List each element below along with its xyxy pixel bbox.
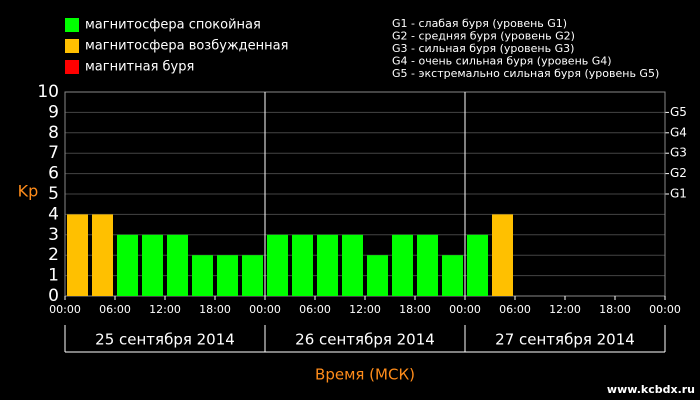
bar	[492, 214, 513, 296]
storm-level-note: G1 - слабая буря (уровень G1)	[392, 17, 567, 30]
storm-level-note: G5 - экстремально сильная буря (уровень …	[392, 67, 659, 80]
bar	[92, 214, 113, 296]
bar	[192, 255, 213, 296]
bar	[317, 234, 338, 296]
legend-label: магнитосфера возбужденная	[85, 39, 288, 54]
day-label: 25 сентября 2014	[95, 331, 235, 349]
x-axis-label: Время (МСК)	[315, 366, 415, 384]
bar	[242, 255, 263, 296]
bar	[292, 234, 313, 296]
y-tick-label: 6	[48, 164, 59, 184]
y-tick-label: 10	[37, 82, 59, 102]
bar	[467, 234, 488, 296]
x-tick-label: 12:00	[549, 303, 581, 316]
bar	[342, 234, 363, 296]
y-axis-label: Kp	[18, 182, 39, 201]
day-label: 26 сентября 2014	[295, 331, 435, 349]
bar	[367, 255, 388, 296]
x-tick-label: 18:00	[599, 303, 631, 316]
bar	[67, 214, 88, 296]
x-tick-label: 12:00	[149, 303, 181, 316]
y2-tick-label: G1	[670, 187, 687, 201]
y-tick-label: 4	[48, 204, 59, 224]
y-tick-label: 9	[48, 102, 59, 122]
legend-label: магнитная буря	[85, 60, 194, 75]
x-tick-label: 12:00	[349, 303, 381, 316]
x-tick-label: 00:00	[49, 303, 81, 316]
bar	[142, 234, 163, 296]
y2-tick-label: G3	[670, 146, 687, 160]
x-tick-label: 00:00	[249, 303, 281, 316]
x-tick-label: 18:00	[399, 303, 431, 316]
watermark: www.kcbdx.ru	[607, 383, 695, 396]
x-tick-label: 18:00	[199, 303, 231, 316]
x-tick-label: 06:00	[99, 303, 131, 316]
y2-tick-label: G4	[670, 125, 687, 139]
day-label: 27 сентября 2014	[495, 331, 635, 349]
y-tick-label: 2	[48, 245, 59, 265]
y-tick-label: 1	[48, 266, 59, 286]
x-tick-label: 00:00	[449, 303, 481, 316]
bar	[267, 234, 288, 296]
bar	[117, 234, 138, 296]
storm-level-note: G2 - средняя буря (уровень G2)	[392, 30, 575, 43]
x-tick-label: 06:00	[499, 303, 531, 316]
bar	[442, 255, 463, 296]
bar	[417, 234, 438, 296]
x-tick-label: 06:00	[299, 303, 331, 316]
storm-level-note: G4 - очень сильная буря (уровень G4)	[392, 55, 612, 68]
legend-swatch	[65, 39, 79, 53]
y2-tick-label: G5	[670, 105, 687, 119]
y-tick-label: 0	[48, 286, 59, 306]
bar	[167, 234, 188, 296]
y-tick-label: 8	[48, 123, 59, 143]
y-tick-label: 3	[48, 225, 59, 245]
legend-swatch	[65, 60, 79, 74]
legend-swatch	[65, 18, 79, 32]
bar	[392, 234, 413, 296]
legend-label: магнитосфера спокойная	[85, 18, 261, 33]
y-tick-label: 5	[48, 184, 59, 204]
storm-level-note: G3 - сильная буря (уровень G3)	[392, 42, 574, 55]
y2-tick-label: G2	[670, 166, 687, 180]
y-tick-label: 7	[48, 143, 59, 163]
bar	[217, 255, 238, 296]
x-tick-label: 00:00	[649, 303, 681, 316]
